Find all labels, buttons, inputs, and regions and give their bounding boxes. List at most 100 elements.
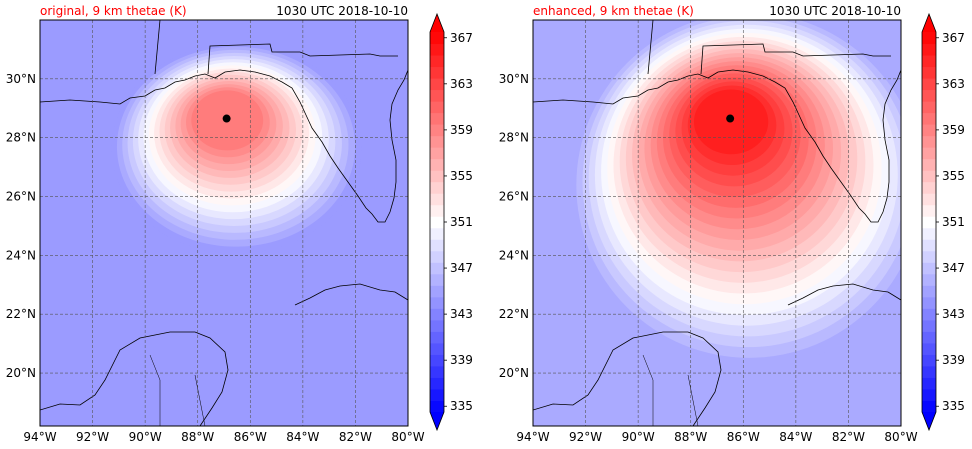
colorbar-segment bbox=[430, 43, 444, 56]
colorbar-tick-label: 347 bbox=[450, 261, 473, 275]
colorbar-segment bbox=[922, 319, 936, 332]
colorbar-segment bbox=[922, 55, 936, 68]
valid-time-original: 1030 UTC 2018-10-10 bbox=[276, 4, 408, 18]
colorbar-segment bbox=[922, 216, 936, 229]
x-tick-label: 80°W bbox=[391, 430, 424, 444]
colorbar-segment bbox=[922, 158, 936, 171]
panel-title-original: original, 9 km thetae (K) bbox=[40, 4, 187, 18]
colorbar-segment bbox=[922, 331, 936, 344]
colorbar-enhanced: 335 339 343 347 351 355 359 363 367 bbox=[921, 12, 965, 432]
x-tick-label: 92°W bbox=[569, 430, 602, 444]
colorbar-segment bbox=[922, 66, 936, 79]
colorbar-segment bbox=[430, 331, 444, 344]
colorbar-tick-label: 343 bbox=[450, 307, 473, 321]
colorbar-segment bbox=[430, 296, 444, 309]
lat-lon-grid bbox=[533, 20, 901, 426]
y-tick-label: 24°N bbox=[6, 248, 36, 262]
colorbar-segment bbox=[922, 170, 936, 183]
colorbar-segment bbox=[430, 319, 444, 332]
x-tick-label: 90°W bbox=[129, 430, 162, 444]
colorbar-segment bbox=[430, 112, 444, 125]
colorbar-segment bbox=[430, 147, 444, 160]
colorbar-segment bbox=[922, 250, 936, 263]
y-tick-label: 26°N bbox=[499, 190, 529, 204]
y-tick-label: 30°N bbox=[499, 72, 529, 86]
y-axis-ticks: 20°N 22°N 24°N 26°N 28°N 30°N bbox=[6, 72, 36, 380]
colorbar-segment bbox=[430, 158, 444, 171]
colorbar-tick-label: 355 bbox=[942, 169, 965, 183]
y-tick-label: 28°N bbox=[499, 131, 529, 145]
state-border-line bbox=[154, 20, 398, 75]
colorbar-segment bbox=[430, 216, 444, 229]
colorbar-segment bbox=[922, 365, 936, 378]
gulf-coast-line bbox=[533, 69, 901, 223]
y-tick-label: 26°N bbox=[6, 190, 36, 204]
cuba-line bbox=[294, 283, 408, 306]
storm-center-marker bbox=[222, 114, 231, 123]
colorbar-extend-max bbox=[430, 14, 444, 32]
colorbar-segment bbox=[922, 204, 936, 217]
x-axis-ticks: 94°W 92°W 90°W 88°W 86°W 84°W 82°W 80°W bbox=[23, 430, 424, 444]
colorbar-segment bbox=[430, 55, 444, 68]
coastlines bbox=[40, 20, 408, 426]
colorbar-segment bbox=[430, 365, 444, 378]
colorbar-segment bbox=[430, 273, 444, 286]
colorbar-segment bbox=[922, 147, 936, 160]
colorbar-segment bbox=[430, 308, 444, 321]
colorbar-segment bbox=[922, 296, 936, 309]
thetae-field bbox=[111, 43, 362, 254]
colorbar-tick-label: 363 bbox=[942, 77, 965, 91]
colorbar-segment bbox=[430, 78, 444, 91]
yucatan-line bbox=[40, 331, 229, 426]
cuba-line bbox=[787, 283, 901, 306]
x-tick-label: 84°W bbox=[286, 430, 319, 444]
colorbar-outline bbox=[921, 12, 937, 432]
y-tick-label: 20°N bbox=[499, 366, 529, 380]
colorbar-segment bbox=[922, 400, 936, 413]
x-tick-label: 80°W bbox=[884, 430, 917, 444]
colorbar-segment bbox=[430, 354, 444, 367]
y-tick-label: 30°N bbox=[6, 72, 36, 86]
colorbar-segment bbox=[922, 342, 936, 355]
x-tick-label: 88°W bbox=[674, 430, 707, 444]
map-frame bbox=[532, 19, 902, 427]
x-tick-label: 82°W bbox=[339, 430, 372, 444]
colorbar-segment bbox=[922, 193, 936, 206]
y-tick-label: 28°N bbox=[6, 131, 36, 145]
y-tick-label: 22°N bbox=[6, 307, 36, 321]
colorbar-tick-label: 339 bbox=[450, 353, 473, 367]
colorbar-tick-label: 359 bbox=[942, 123, 965, 137]
colorbar-segment bbox=[922, 124, 936, 137]
colorbar-tick-label: 339 bbox=[942, 353, 965, 367]
x-axis-ticks: 94°W 92°W 90°W 88°W 86°W 84°W 82°W 80°W bbox=[516, 430, 917, 444]
colorbar-segment bbox=[430, 377, 444, 390]
x-tick-label: 88°W bbox=[181, 430, 214, 444]
y-axis-ticks: 20°N 22°N 24°N 26°N 28°N 30°N bbox=[499, 72, 529, 380]
x-tick-label: 90°W bbox=[622, 430, 655, 444]
colorbar-segment bbox=[430, 285, 444, 298]
colorbar-segment bbox=[430, 227, 444, 240]
peninsula-border-line bbox=[642, 354, 699, 426]
panel-enhanced: enhanced, 9 km thetae (K) 1030 UTC 2018-… bbox=[499, 4, 965, 444]
colorbar-segment bbox=[922, 377, 936, 390]
colorbar-original: 335 339 343 347 351 355 359 363 367 bbox=[429, 12, 473, 432]
colorbar-segment bbox=[922, 89, 936, 102]
colorbar-segment bbox=[430, 388, 444, 401]
storm-center-marker bbox=[726, 114, 735, 123]
colorbar-outline bbox=[429, 12, 445, 432]
map-area-enhanced bbox=[533, 20, 901, 426]
colorbar-segment bbox=[922, 32, 936, 45]
colorbar-segment bbox=[922, 273, 936, 286]
colorbar-segment bbox=[922, 308, 936, 321]
x-tick-label: 92°W bbox=[76, 430, 109, 444]
colorbar-segment bbox=[922, 354, 936, 367]
panel-original: original, 9 km thetae (K) 1030 UTC 2018-… bbox=[6, 4, 473, 444]
gulf-coast-line bbox=[40, 69, 408, 223]
colorbar-segment bbox=[922, 285, 936, 298]
colorbar-segment bbox=[430, 124, 444, 137]
colorbar-segment bbox=[430, 400, 444, 413]
x-tick-label: 82°W bbox=[832, 430, 865, 444]
panel-title-enhanced: enhanced, 9 km thetae (K) bbox=[533, 4, 694, 18]
colorbar-tick-label: 335 bbox=[450, 399, 473, 413]
thetae-field bbox=[570, 20, 901, 369]
